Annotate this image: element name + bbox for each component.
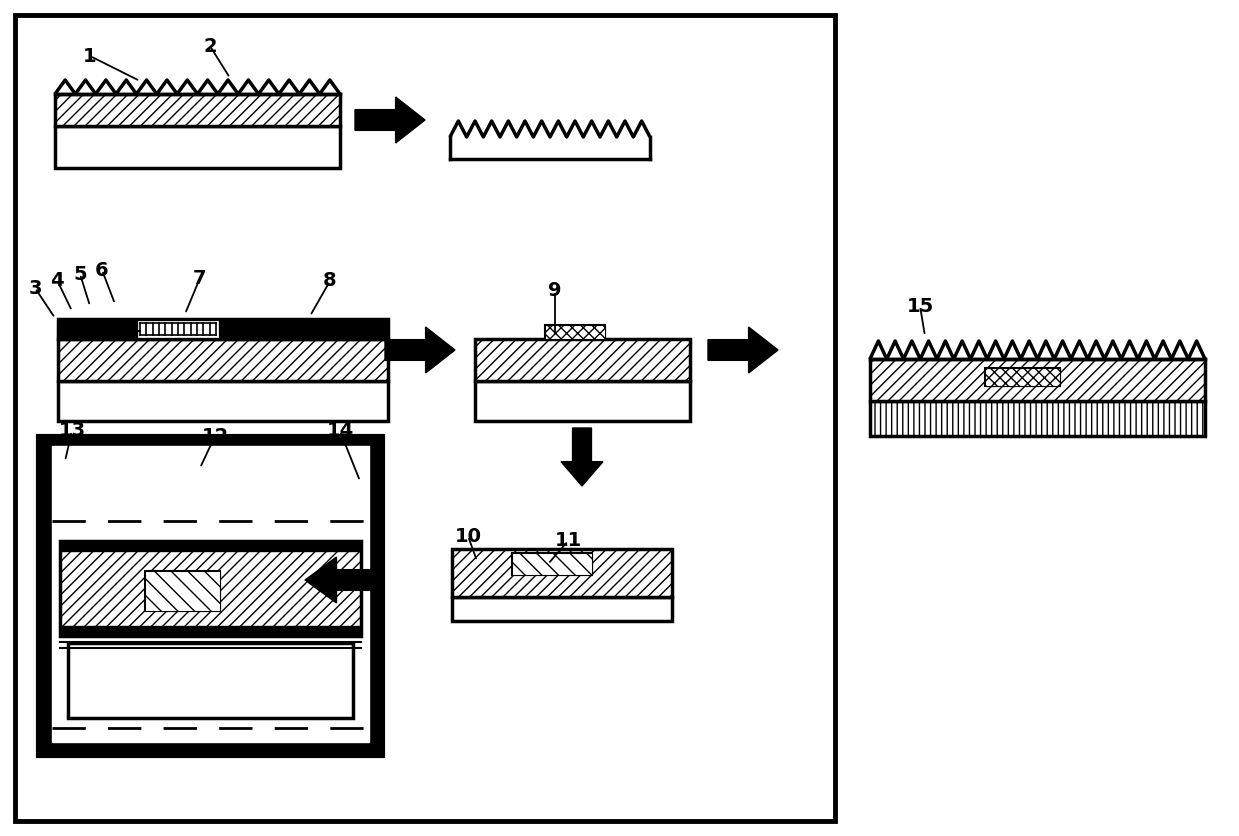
Bar	[58, 327, 120, 339]
Text: 12: 12	[202, 426, 229, 446]
Text: 2: 2	[203, 37, 217, 55]
Bar	[38, 436, 383, 756]
Text: 11: 11	[554, 532, 581, 550]
Bar	[985, 368, 1061, 386]
Bar	[138, 321, 218, 337]
Polygon shape	[305, 557, 380, 603]
Bar	[512, 553, 592, 575]
Text: 13: 13	[58, 421, 85, 441]
Text: 3: 3	[28, 278, 42, 298]
Bar	[58, 381, 388, 421]
Bar	[52, 446, 369, 742]
Text: 8: 8	[323, 272, 337, 290]
Bar	[512, 553, 592, 575]
Bar	[985, 368, 1061, 386]
Bar	[545, 325, 605, 339]
Polygon shape	[356, 97, 425, 143]
Text: 7: 7	[193, 268, 207, 288]
Bar	[145, 571, 221, 611]
Polygon shape	[707, 327, 778, 373]
Text: 9: 9	[548, 282, 561, 300]
Bar	[870, 359, 1206, 401]
Text: 4: 4	[51, 271, 64, 289]
Bar	[55, 94, 339, 126]
Bar	[15, 15, 835, 821]
Bar	[475, 339, 690, 381]
Text: 14: 14	[326, 421, 353, 441]
Text: 1: 1	[83, 47, 97, 65]
Text: 5: 5	[73, 264, 87, 283]
Bar	[452, 549, 672, 597]
Polygon shape	[561, 428, 603, 486]
Bar	[145, 571, 221, 611]
Text: 10: 10	[455, 527, 482, 546]
Bar	[55, 126, 339, 168]
Text: 15: 15	[907, 297, 934, 315]
Polygon shape	[385, 327, 455, 373]
Bar	[545, 325, 605, 339]
Bar	[452, 597, 672, 621]
Bar	[59, 541, 361, 551]
Bar	[68, 643, 353, 718]
Bar	[870, 401, 1206, 436]
Bar	[475, 381, 690, 421]
Bar	[175, 327, 388, 339]
Bar	[58, 339, 388, 381]
Bar	[59, 626, 361, 636]
Bar	[58, 319, 388, 339]
Text: 6: 6	[95, 261, 109, 279]
Bar	[59, 541, 361, 636]
